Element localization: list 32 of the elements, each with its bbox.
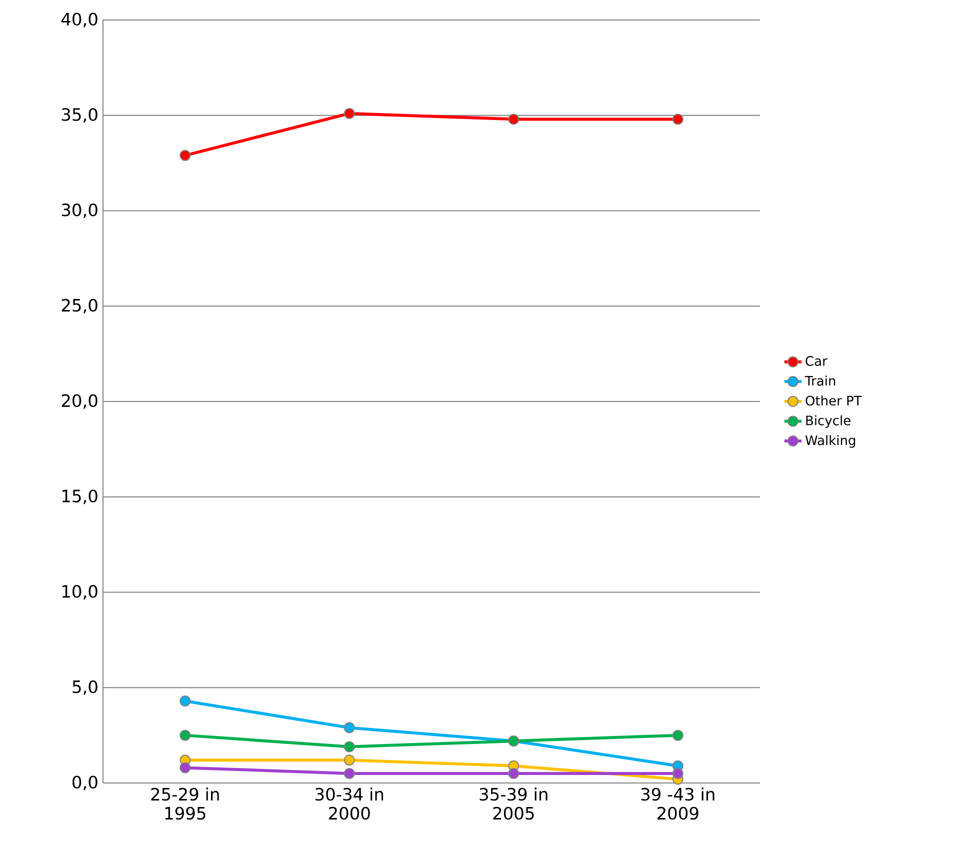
point: [180, 762, 191, 774]
x-tick-label: 25-29 in 1995: [151, 788, 219, 820]
legend-label: Walking: [805, 435, 856, 448]
point: [180, 150, 191, 161]
legend-label: Bicycle: [806, 415, 850, 428]
y-tick-label: 10,0: [62, 584, 98, 600]
y-tick-label: 30,0: [62, 203, 98, 218]
point: [344, 108, 355, 119]
y-tick-label: 5,0: [72, 680, 98, 695]
point: [180, 730, 191, 741]
point: [672, 730, 684, 741]
point: [508, 114, 520, 125]
y-tick-label: 25,0: [62, 298, 98, 314]
legend-label: Other PT: [806, 395, 862, 406]
y-tick-label: 35,0: [62, 108, 98, 123]
point: [344, 754, 355, 766]
x-tick-label: 30-34 in 2000: [316, 788, 384, 820]
legend-label: Train: [804, 376, 836, 386]
x-tick-label: 35-39 in 2005: [480, 788, 548, 820]
point: [180, 695, 191, 706]
x-tick-label: 39 -43 in 2009: [641, 788, 714, 820]
point: [672, 114, 684, 125]
point: [344, 768, 355, 779]
y-tick-label: 40,0: [61, 12, 98, 28]
y-tick-label: 15,0: [62, 490, 98, 504]
point: [672, 768, 684, 779]
point: [344, 722, 355, 734]
point: [344, 741, 355, 752]
y-tick-label: 20,0: [62, 394, 98, 409]
y-tick-label: 0,0: [72, 776, 98, 790]
point: [508, 768, 520, 779]
legend-label: Car: [806, 356, 828, 366]
